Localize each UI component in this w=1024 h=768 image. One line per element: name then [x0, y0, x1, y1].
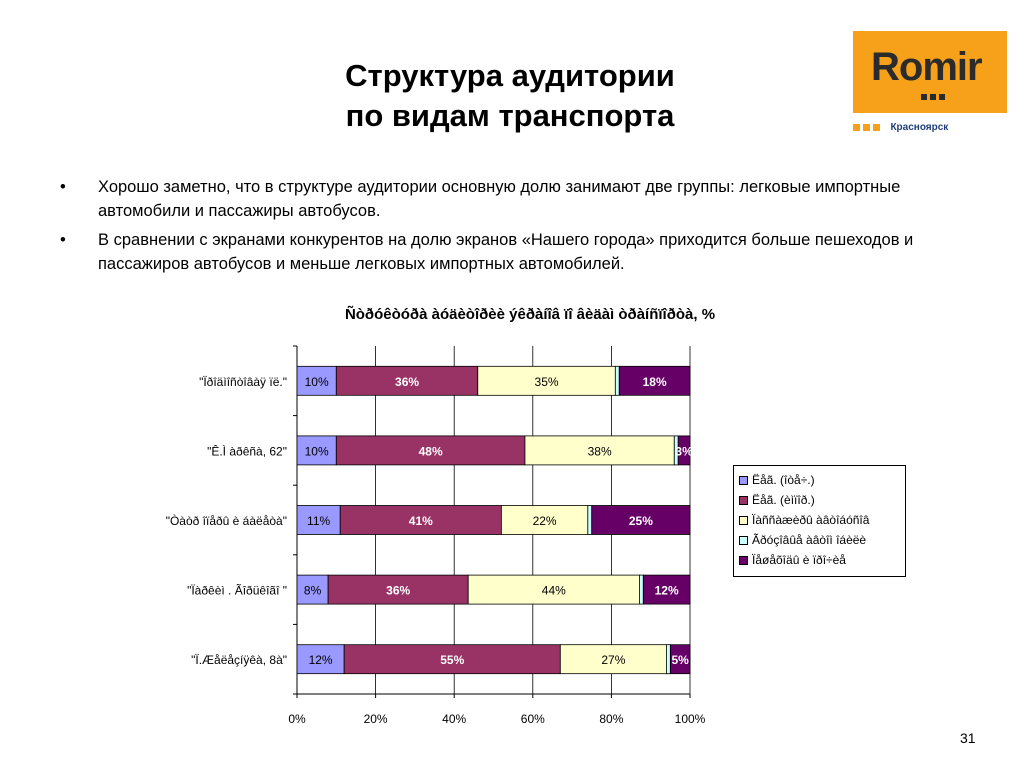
legend-swatch	[739, 516, 748, 526]
bar-segment	[500, 505, 589, 535]
data-label: 10%	[305, 375, 329, 389]
legend-label: Ïåøåõîäû è ïðî÷èå	[752, 553, 846, 567]
x-tick-label: 80%	[599, 712, 623, 726]
x-tick-label: 60%	[521, 712, 545, 726]
legend-item: Ëåã. (èìïîð.)	[739, 490, 900, 510]
logo-brand-text: Romir	[871, 45, 983, 89]
data-label: 35%	[535, 375, 559, 389]
legend-label: Ãðóçîâûå àâòîì îáèëè	[752, 533, 867, 547]
legend-item: Ïåøåõîäû è ïðî÷èå	[739, 550, 900, 570]
bullet-item: • Хорошо заметно, что в структуре аудито…	[60, 175, 980, 223]
bar-segment	[327, 574, 469, 605]
bar-segment	[618, 365, 691, 396]
data-label: 11%	[307, 514, 330, 528]
data-label: 48%	[419, 444, 443, 458]
logo-city-line: Красноярск	[853, 119, 949, 134]
data-label: 36%	[395, 375, 419, 389]
legend-swatch	[739, 496, 748, 506]
x-tick-label: 20%	[364, 712, 388, 726]
bar-segment	[669, 644, 691, 675]
x-tick-label: 0%	[288, 712, 306, 726]
data-label: 27%	[601, 653, 625, 667]
bar-segment	[339, 505, 502, 535]
category-label: "Ïðîäìîñòîâàÿ ïë."	[199, 375, 287, 389]
bar-segment	[335, 435, 526, 466]
bar-segment	[335, 365, 479, 396]
data-label: 22%	[533, 514, 557, 528]
data-label: 5%	[672, 653, 690, 667]
bullet-text: Хорошо заметно, что в структуре аудитори…	[98, 178, 901, 220]
logo-dots	[921, 87, 948, 105]
legend-label: Ëåã. (èìïîð.)	[752, 493, 815, 507]
data-label: 12%	[309, 653, 333, 667]
bar-segment	[296, 644, 345, 675]
data-label: 25%	[629, 514, 653, 528]
bar-segment	[477, 365, 616, 396]
chart-legend: Ëåã. (îòå÷.) Ëåã. (èìïîð.) Ïàññàæèðû àâòîá…	[733, 465, 906, 577]
data-label: 36%	[386, 584, 410, 598]
bullet-text: В сравнении с экранами конкурентов на до…	[98, 231, 914, 273]
category-label: "Ï.Æåëåçíÿêà, 8à"	[191, 653, 287, 667]
legend-item: Ãðóçîâûå àâòîì îáèëè	[739, 530, 900, 550]
bullet-marker: •	[60, 231, 66, 249]
category-label: "Ïàðêèì . Ãîðüêîãî "	[187, 584, 287, 598]
data-label: 38%	[588, 444, 612, 458]
bar-segment	[467, 574, 640, 605]
bar-segment	[591, 505, 691, 535]
bar-segment	[642, 574, 691, 605]
bullet-list: • Хорошо заметно, что в структуре аудито…	[60, 175, 980, 281]
data-label: 44%	[542, 584, 566, 598]
data-label: 18%	[643, 375, 667, 389]
bar-segment	[666, 644, 671, 675]
x-tick-label: 40%	[442, 712, 466, 726]
bar-segment	[614, 365, 620, 396]
data-label: 41%	[409, 514, 433, 528]
legend-label: Ïàññàæèðû àâòîáóñîâ	[752, 513, 870, 527]
bullet-marker: •	[60, 178, 66, 196]
slide-title: Структура аудитории по видам транспорта	[210, 56, 810, 136]
category-label: "Òàòð îïåðû è áàëåòà"	[166, 513, 287, 528]
bar-segment	[677, 435, 691, 466]
x-tick-label: 100%	[675, 712, 706, 726]
romir-logo: Romir	[853, 31, 1007, 113]
legend-item: Ëåã. (îòå÷.)	[739, 470, 900, 490]
bullet-item: • В сравнении с экранами конкурентов на …	[60, 228, 980, 276]
data-label: 10%	[305, 444, 329, 458]
data-label: 3%	[675, 444, 693, 458]
legend-item: Ïàññàæèðû àâòîáóñîâ	[739, 510, 900, 530]
category-label: "Ê.Ì àðêñà, 62"	[207, 443, 287, 458]
page-number: 31	[960, 730, 976, 746]
bar-segment	[296, 574, 329, 605]
data-label: 12%	[655, 584, 679, 598]
legend-swatch	[739, 476, 748, 486]
legend-swatch	[739, 556, 748, 566]
slide-title-line-1: Структура аудитории	[345, 58, 675, 93]
data-label: 55%	[440, 653, 464, 667]
logo-city-text: Красноярск	[890, 122, 949, 134]
slide-title-line-2: по видам транспорта	[345, 98, 675, 133]
bar-segment	[343, 644, 561, 675]
bar-segment	[524, 435, 675, 466]
legend-label: Ëåã. (îòå÷.)	[752, 473, 815, 487]
bar-segment	[296, 505, 341, 535]
bar-segment	[559, 644, 667, 675]
data-label: 8%	[304, 584, 322, 598]
legend-swatch	[739, 536, 748, 546]
bar-segment	[639, 574, 644, 605]
bar-segment	[587, 505, 593, 535]
chart-title: Ñòðóêòóðà àóäèòîðèè ýêðàíîâ ïî âèäàì òðà…	[344, 306, 716, 323]
